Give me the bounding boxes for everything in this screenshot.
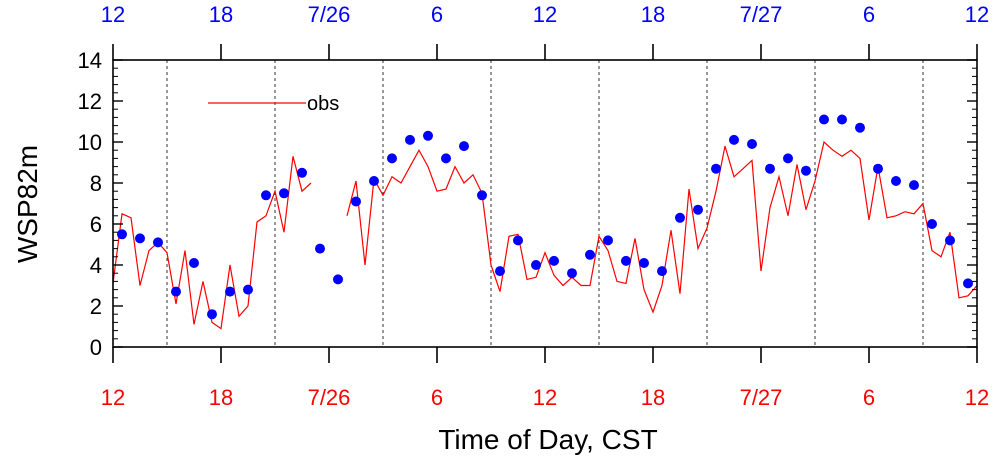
- data-dot: [585, 249, 595, 260]
- x-tick-label-top: 6: [863, 2, 875, 27]
- data-dot: [873, 163, 883, 174]
- data-dot: [495, 266, 505, 277]
- data-dot: [711, 163, 721, 174]
- data-dot: [135, 233, 145, 244]
- data-dot: [297, 167, 307, 178]
- data-dot: [603, 235, 613, 246]
- data-dot: [639, 258, 649, 268]
- x-tick-label-top: 7/27: [740, 2, 783, 27]
- data-dot: [621, 255, 631, 266]
- data-dot: [801, 165, 811, 176]
- data-dot: [351, 196, 361, 207]
- obs-line-segment-0: [112, 156, 312, 330]
- legend: obs: [208, 93, 339, 115]
- data-dot: [963, 278, 973, 289]
- x-axis-title: Time of Day, CST: [438, 424, 657, 455]
- x-tick-label-bottom: 18: [209, 385, 233, 410]
- y-tick-label: 14: [78, 48, 102, 73]
- x-tick-label-bottom: 18: [641, 385, 665, 410]
- y-tick-label: 10: [78, 130, 102, 155]
- data-dot: [927, 219, 937, 229]
- data-dot: [729, 134, 739, 145]
- y-tick-label: 2: [90, 294, 102, 319]
- data-dot: [837, 114, 847, 125]
- data-dot: [117, 229, 127, 240]
- data-dot: [405, 134, 415, 145]
- axes: 0 2 4 6 8 10 12 14 12 18 7/26 6 12 18 7/27 6 12 12 18 7/26 6…: [78, 2, 990, 410]
- data-dot: [675, 212, 685, 223]
- data-dot: [783, 153, 793, 164]
- data-dot: [693, 204, 703, 215]
- x-tick-label-top: 18: [209, 2, 233, 27]
- x-tick-label-top: 12: [965, 2, 989, 27]
- data-dot: [171, 286, 181, 297]
- x-tick-label-bottom: 7/27: [740, 385, 783, 410]
- x-tick-label-bottom: 6: [431, 385, 443, 410]
- data-dot: [513, 235, 523, 246]
- data-dot: [855, 122, 865, 133]
- obs-line-segment-1: [346, 140, 978, 314]
- data-dot: [333, 274, 343, 285]
- x-tick-label-top: 12: [533, 2, 557, 27]
- data-dot: [423, 130, 433, 141]
- y-tick-label: 8: [90, 171, 102, 196]
- data-dot: [747, 139, 757, 149]
- x-tick-label-bottom: 12: [965, 385, 989, 410]
- data-dot: [441, 153, 451, 164]
- data-dot: [567, 268, 577, 279]
- data-dot: [945, 235, 955, 246]
- y-tick-label: 12: [78, 89, 102, 114]
- x-tick-label-bottom: 12: [101, 385, 125, 410]
- data-dot: [891, 176, 901, 186]
- y-tick-label: 4: [90, 253, 102, 278]
- data-dot: [531, 260, 541, 270]
- y-axis-title: WSP82m: [12, 145, 43, 263]
- data-dot: [369, 176, 379, 186]
- data-dot: [387, 153, 397, 164]
- data-dot: [909, 180, 919, 191]
- y-tick-label: 6: [90, 212, 102, 237]
- data-dot: [153, 237, 163, 248]
- data-dot: [225, 286, 235, 297]
- x-tick-label-top: 18: [641, 2, 665, 27]
- data-dot: [189, 258, 199, 268]
- data-dot: [477, 190, 487, 201]
- data-dot: [459, 141, 469, 152]
- data-dot: [261, 190, 271, 201]
- data-dot: [207, 309, 217, 320]
- data-dot: [279, 188, 289, 199]
- series-layer: [112, 114, 978, 330]
- x-tick-label-top: 7/26: [308, 2, 351, 27]
- data-dot: [819, 114, 829, 125]
- x-tick-label-bottom: 6: [863, 385, 875, 410]
- x-tick-label-top: 6: [431, 2, 443, 27]
- data-dot: [549, 255, 559, 266]
- data-dot: [657, 266, 667, 277]
- y-tick-label: 0: [90, 335, 102, 360]
- data-dot: [765, 163, 775, 174]
- data-dot: [243, 284, 253, 295]
- x-tick-label-bottom: 7/26: [308, 385, 351, 410]
- legend-obs-label: obs: [307, 93, 339, 115]
- data-dot: [315, 243, 325, 254]
- x-tick-label-bottom: 12: [533, 385, 557, 410]
- x-tick-label-top: 12: [101, 2, 125, 27]
